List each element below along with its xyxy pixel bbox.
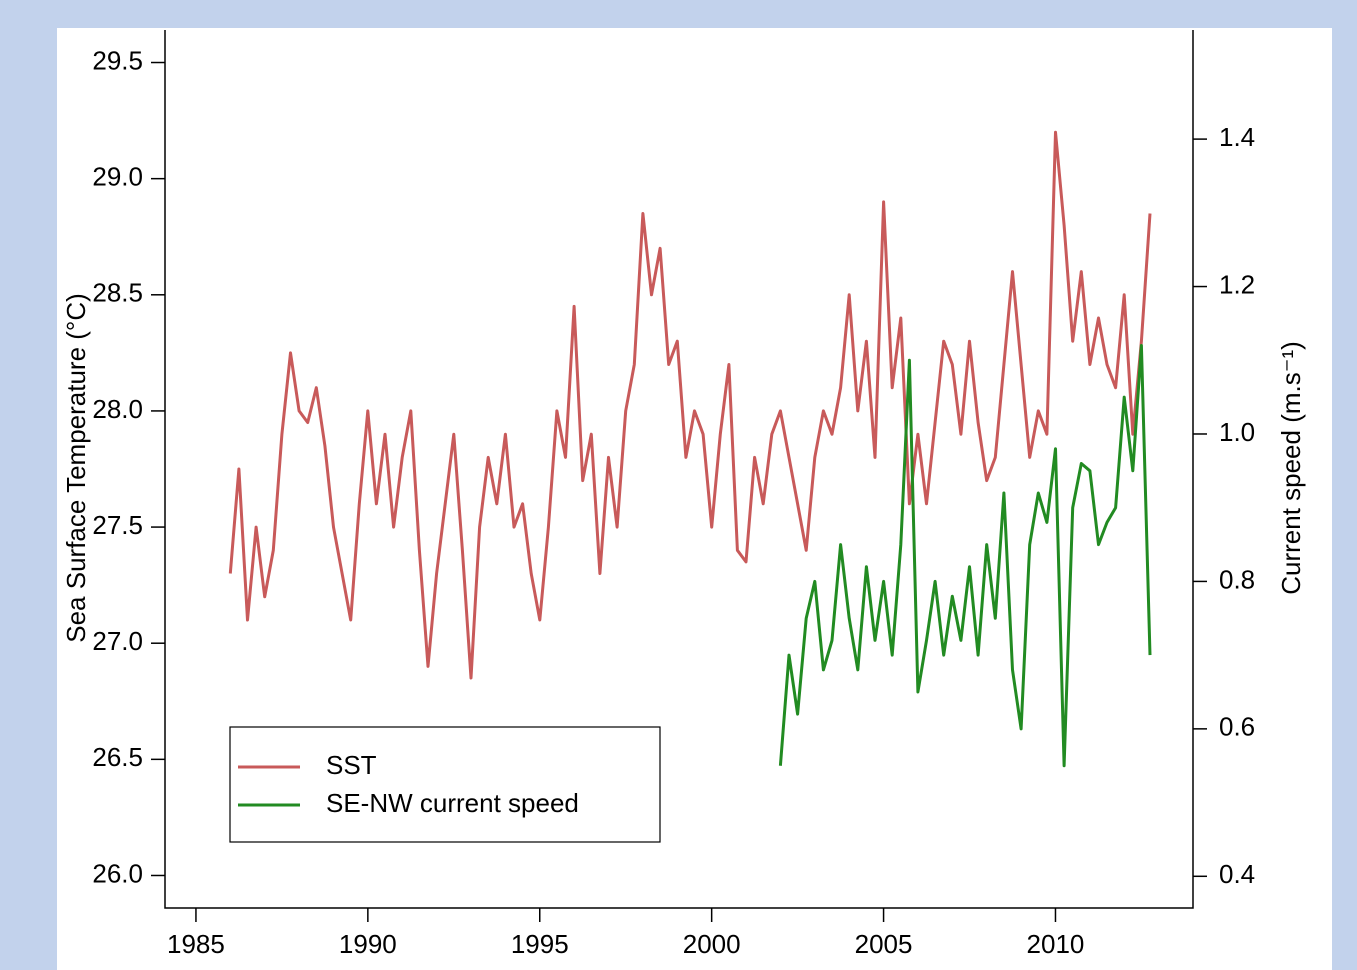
x-tick-label: 1990 — [339, 929, 397, 959]
y2-axis-label: Current speed (m.s⁻¹) — [1276, 341, 1306, 595]
data-line — [778, 344, 1152, 768]
y-tick-label: 28.0 — [92, 394, 143, 424]
legend-label: SE-NW current speed — [326, 788, 579, 818]
y-axis-label: Sea Surface Temperature (°C) — [61, 293, 91, 643]
x-tick-label: 2010 — [1027, 929, 1085, 959]
y2-tick-label: 0.8 — [1219, 564, 1255, 594]
y2-tick-label: 1.2 — [1219, 269, 1255, 299]
y2-tick-label: 0.6 — [1219, 712, 1255, 742]
y-tick-label: 26.0 — [92, 858, 143, 888]
y-tick-label: 29.0 — [92, 162, 143, 192]
x-tick-label: 2000 — [683, 929, 741, 959]
legend — [229, 726, 661, 843]
axes — [164, 30, 1194, 909]
y2-tick-label: 1.4 — [1219, 122, 1255, 152]
y-tick-label: 27.0 — [92, 626, 143, 656]
y2-tick-label: 1.0 — [1219, 417, 1255, 447]
x-tick-label: 2005 — [855, 929, 913, 959]
y-tick-label: 29.5 — [92, 45, 143, 75]
legend-label: SST — [326, 750, 377, 780]
x-tick-label: 1995 — [511, 929, 569, 959]
data-line — [228, 130, 1152, 680]
x-tick-label: 1985 — [167, 929, 225, 959]
y-tick-label: 26.5 — [92, 742, 143, 772]
y-tick-label: 28.5 — [92, 278, 143, 308]
y2-tick-label: 0.4 — [1219, 859, 1255, 889]
y-tick-label: 27.5 — [92, 510, 143, 540]
